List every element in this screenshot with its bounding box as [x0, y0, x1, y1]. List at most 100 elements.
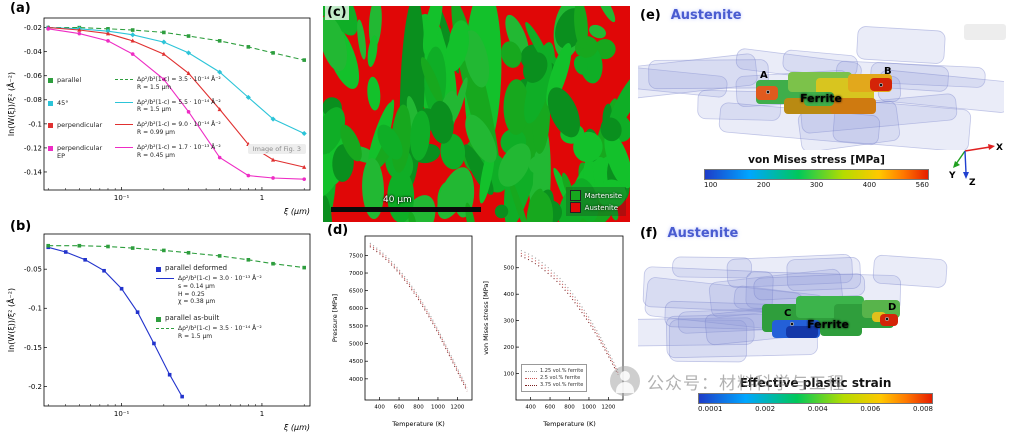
x-tick-label: 1200 [601, 405, 615, 411]
series-marker [217, 39, 222, 43]
z-axis-label: Z [969, 178, 976, 188]
series-marker [186, 110, 191, 114]
martensite-grain [340, 124, 362, 162]
scalebar-label: 40 μm [383, 195, 412, 205]
martensite-grain [500, 41, 522, 68]
x-axis-title: ξ (μm) [283, 423, 310, 432]
phase-label: Martensite [584, 191, 622, 200]
ferrite-label: Ferrite [800, 92, 842, 105]
y-tick-label: -0.15 [24, 344, 42, 352]
legend-line-sample [525, 370, 537, 372]
martensite-grain [498, 143, 531, 187]
colorbar-gradient [704, 169, 929, 180]
vonmises-chart: 100 200 300 400 500 400 600 800 1000 1200 Temperat… [480, 230, 628, 432]
series-marker [46, 243, 51, 248]
colorbar-tick: 0.008 [912, 405, 933, 413]
x-tick-label: 10⁻¹ [114, 410, 130, 418]
martensite-grain [494, 204, 509, 219]
austenite-grain [872, 254, 948, 288]
austenite-grain [672, 256, 752, 279]
legend-row: 2.5 vol.% ferrite [525, 375, 583, 381]
martensite-grain [547, 87, 580, 138]
y-tick-label: -0.12 [24, 144, 42, 152]
series-marker [130, 52, 135, 56]
series-marker [105, 28, 111, 34]
colorbar-ticks: 0.0001 0.002 0.004 0.006 0.008 [698, 405, 933, 413]
series-marker [246, 173, 251, 178]
series-marker [106, 244, 110, 249]
vonmises-colorbar: von Mises stress [MPa] 100 200 300 400 560 [704, 154, 929, 189]
y-tick-label: -0.2 [28, 383, 42, 391]
phase-legend-row: Martensite [569, 190, 622, 201]
x-tick-label: 600 [545, 405, 556, 411]
y-axis-title: ln(W(ξ))/ξ² (Å⁻²) [6, 72, 16, 136]
series-line [369, 246, 468, 392]
series-marker [246, 258, 251, 262]
panel-d: (d) 4000 4500 5000 5500 6000 6500 7000 7500 400 6… [323, 223, 630, 434]
y-tick-label: -0.1 [28, 120, 42, 128]
phase-swatch [569, 202, 581, 213]
y-tick-label: 500 [504, 266, 515, 272]
colorbar-tick: 0.006 [860, 405, 881, 413]
series-marker [77, 243, 82, 248]
z-arrowhead [963, 172, 969, 179]
grain-render-f: Ferrite C D [601, 240, 1004, 372]
scalebar [331, 207, 481, 212]
x-axis-title: Temperature (K) [542, 420, 596, 428]
series-marker [161, 39, 167, 45]
martensite-grain [600, 117, 622, 142]
martensite-grain [507, 173, 530, 222]
x-axis-title: Temperature (K) [391, 420, 445, 428]
series-line [520, 250, 619, 372]
series-marker [135, 310, 140, 314]
panel-b: (b) -0.05 -0.1 -0.15 -0.2 10⁻¹ 1 ξ (μm) ln(W(ξ)… [5, 219, 320, 434]
series-marker [186, 50, 192, 56]
martensite-grain [528, 155, 549, 174]
panel-f-header: (f) Austenite [640, 226, 738, 241]
martensite-grain [323, 107, 346, 155]
panel-a: (a) -0.02 -0.04 -0.06 -0.08 -0.1 -0.12 -0.14 10… [5, 1, 320, 220]
series-marker [119, 286, 124, 291]
series-marker [83, 258, 87, 262]
y-axis-title: ln(W(ξ))/ξ² (Å⁻²) [6, 288, 16, 352]
chart-b: -0.05 -0.1 -0.15 -0.2 10⁻¹ 1 ξ (μm) ln(W(ξ))/ξ²… [5, 233, 311, 432]
martensite-grain [422, 6, 443, 55]
martensite-grain [523, 52, 548, 83]
martensite-grain [323, 195, 333, 222]
martensite-grain [420, 57, 443, 104]
y-tick-label: 6000 [349, 306, 363, 312]
series-line [369, 242, 468, 388]
austenite-label: Austenite [667, 226, 739, 241]
series-line [369, 244, 468, 390]
series-marker [302, 164, 307, 169]
series-marker [186, 250, 191, 255]
series-marker [162, 248, 166, 253]
series-marker [217, 254, 222, 258]
phase-legend: Martensite Austenite [565, 187, 626, 216]
x-tick-label: 1 [260, 194, 264, 202]
austenite-grain [856, 26, 946, 64]
panel-a-chart: -0.02 -0.04 -0.06 -0.08 -0.1 -0.12 -0.14 10⁻¹ 1 ξ… [5, 10, 320, 220]
martensite-grain [573, 55, 588, 75]
panel-c-label: (c) [325, 5, 349, 21]
probe-point [879, 83, 883, 87]
series-marker [302, 265, 306, 270]
chart-rect [43, 17, 311, 191]
legend-row: 3.75 vol.% ferrite [525, 382, 583, 388]
legend-series-name: 3.75 vol.% ferrite [540, 382, 584, 388]
martensite-grain [410, 110, 431, 161]
martensite-grain [408, 211, 417, 222]
series-marker [186, 71, 191, 76]
panel-e-header: (e) Austenite [640, 8, 742, 23]
y-tick-label: 6500 [349, 289, 363, 295]
series-line [48, 28, 305, 180]
probe-point [790, 322, 794, 326]
austenite-grain [800, 93, 958, 134]
x-tick-label: 1000 [582, 405, 596, 411]
x-tick-label: 400 [525, 405, 536, 411]
y-tick-label: -0.05 [24, 266, 42, 274]
legend-series-name: 2.5 vol.% ferrite [540, 375, 581, 381]
y-tick-label: -0.06 [24, 72, 43, 80]
martensite-grain [445, 26, 469, 72]
